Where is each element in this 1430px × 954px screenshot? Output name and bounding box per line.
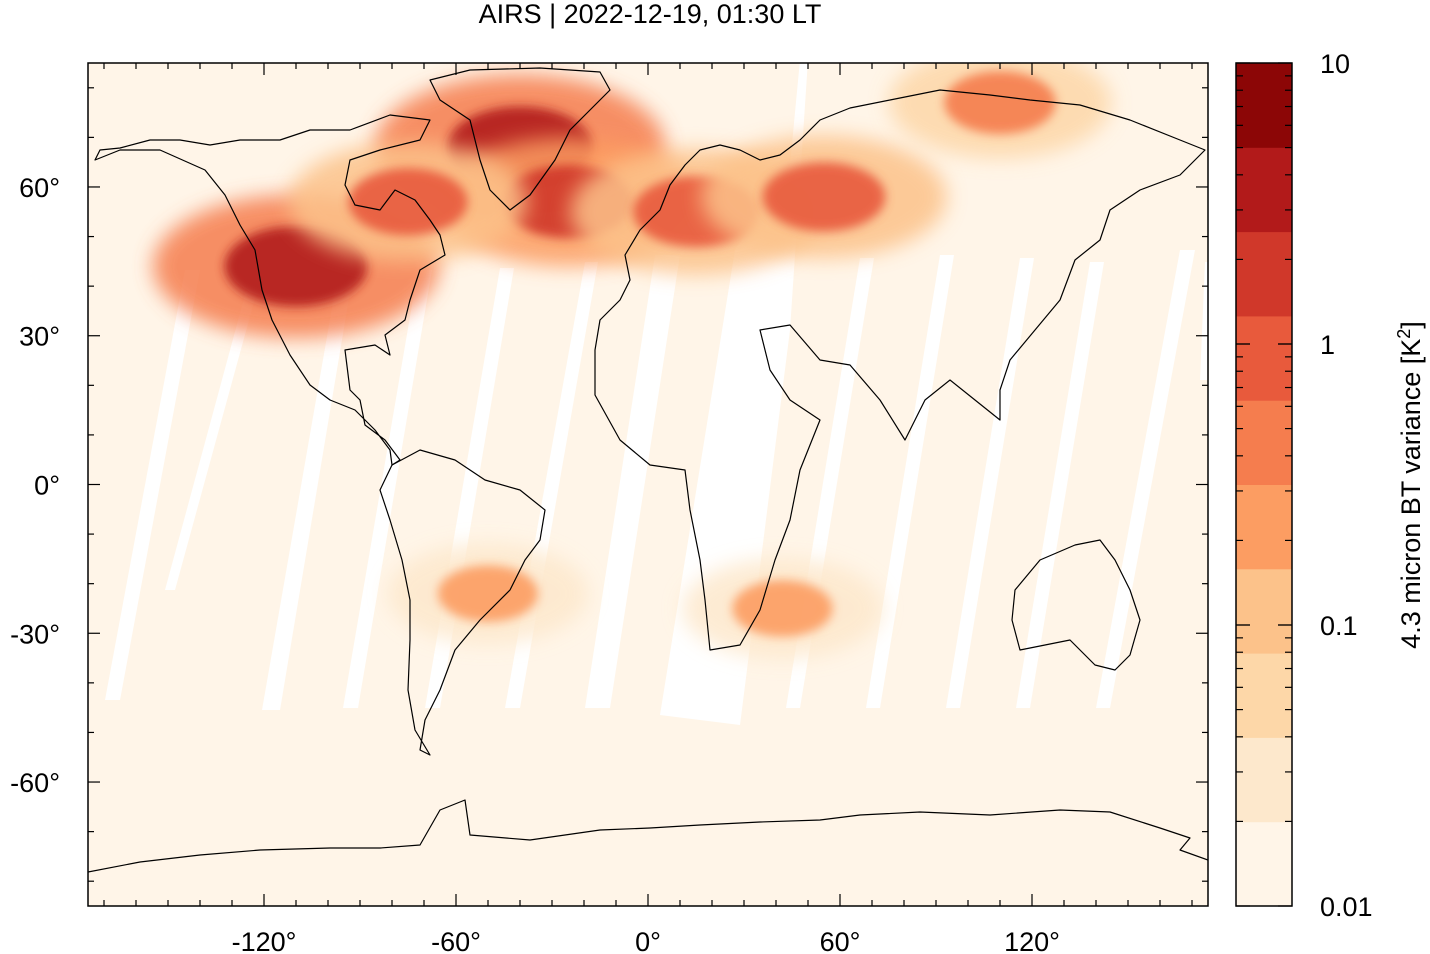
chart-title: AIRS | 2022-12-19, 01:30 LT: [479, 0, 822, 29]
hotspot-core: [944, 71, 1056, 135]
coastlines: [88, 67, 1208, 873]
orbit-gap: [1016, 262, 1104, 708]
colorbar-ticks: 10 1 0.1 0.01: [1236, 49, 1373, 922]
orbit-gap: [105, 270, 200, 700]
colorbar-segment: [1236, 315, 1292, 401]
colorbar: [1236, 63, 1292, 907]
y-tick-label: -30°: [10, 619, 60, 649]
x-tick-label: 120°: [1004, 927, 1060, 954]
colorbar-segment: [1236, 737, 1292, 823]
colorbar-tick-label: 10: [1320, 49, 1350, 79]
colorbar-segment: [1236, 231, 1292, 317]
coastline-greenland: [429, 67, 611, 211]
y-tick-label: 0°: [34, 471, 60, 501]
y-tick-label: -60°: [10, 768, 60, 798]
map-area: [88, 63, 1208, 906]
orbit-gap: [946, 258, 1034, 708]
coastline-south-america: [379, 449, 546, 756]
hotspot-core: [437, 565, 539, 622]
colorbar-tick-label: 1: [1320, 330, 1335, 360]
colorbar-frame: [1235, 62, 1293, 907]
x-tick-label: 60°: [820, 927, 861, 954]
coastline-australia: [1011, 539, 1141, 671]
orbit-gap: [585, 255, 680, 708]
hotspot-core: [762, 162, 886, 232]
y-tick-label: 60°: [19, 173, 60, 203]
orbit-gap: [262, 262, 355, 710]
orbit-gap: [165, 258, 266, 590]
x-axis: -120° -60° 0° 60° 120°: [103, 63, 1193, 954]
colorbar-tick-label: 0.1: [1320, 611, 1358, 641]
orbit-gap: [1200, 262, 1208, 380]
colorbar-segment: [1236, 568, 1292, 654]
colorbar-segment: [1236, 821, 1292, 907]
colorbar-segment: [1236, 400, 1292, 485]
colorbar-segment: [1236, 147, 1292, 233]
y-axis: 60° 30° 0° -30° -60°: [10, 87, 1208, 882]
orbit-gap: [1096, 250, 1195, 708]
colorbar-segment: [1236, 484, 1292, 570]
hotspot-core: [348, 168, 468, 236]
colorbar-segment: [1236, 653, 1292, 738]
y-tick-label: 30°: [19, 322, 60, 352]
colorbar-label: 4.3 micron BT variance [K2]: [1394, 321, 1426, 649]
hotspot-core: [732, 580, 833, 637]
orbit-gap: [866, 255, 954, 708]
coastline-antarctica: [88, 799, 1208, 873]
x-tick-label: -120°: [232, 927, 297, 954]
coastline-eurasia: [594, 89, 1206, 651]
x-tick-label: 0°: [635, 927, 661, 954]
colorbar-segment: [1236, 63, 1292, 148]
x-tick-label: -60°: [431, 927, 481, 954]
coastline-north-america: [94, 114, 446, 466]
colorbar-tick-label: 0.01: [1320, 892, 1373, 922]
variance-hotspots: [153, 63, 1112, 659]
orbit-gap: [343, 270, 432, 708]
orbit-gaps: [105, 63, 1208, 725]
